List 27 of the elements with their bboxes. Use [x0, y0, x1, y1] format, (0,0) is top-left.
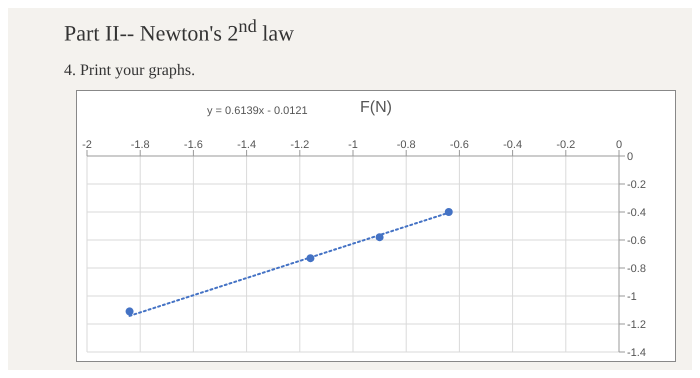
y-tick-label: -1: [627, 290, 637, 303]
x-tick-label: -0.2: [556, 139, 576, 151]
y-tick-label: 0: [627, 150, 634, 163]
y-tick-label: -0.2: [627, 178, 646, 191]
text: 4. Print your graphs.: [64, 62, 196, 80]
text: Part II-- Newton's 2$^{nd}$ law: [64, 16, 294, 46]
y-tick-label: -0.6: [627, 234, 646, 247]
x-tick-label: -0.6: [450, 139, 469, 151]
x-tick-label: 0: [616, 139, 622, 151]
chart-title: F(N): [360, 99, 392, 116]
x-tick-label: -1.2: [290, 139, 310, 151]
x-tick-label: -2: [82, 139, 92, 151]
x-tick-label: -1.8: [130, 139, 150, 151]
point: [306, 254, 314, 262]
x-tick-label: -1.6: [184, 139, 203, 151]
x-tick-label: -1.4: [237, 139, 256, 151]
y-tick-label: -0.4: [627, 206, 646, 219]
x-tick-label: -1: [348, 139, 358, 151]
point: [444, 208, 453, 216]
point: [126, 307, 134, 316]
point: [376, 233, 384, 242]
y-tick-label: -0.8: [627, 262, 646, 275]
y-tick-label: -1.2: [627, 318, 646, 331]
x-tick-label: -0.8: [396, 139, 416, 151]
y-tick-label: -1.4: [627, 346, 646, 359]
x-tick-label: -0.4: [503, 139, 522, 151]
text: y = 0.6139x - 0.0121: [207, 105, 308, 117]
